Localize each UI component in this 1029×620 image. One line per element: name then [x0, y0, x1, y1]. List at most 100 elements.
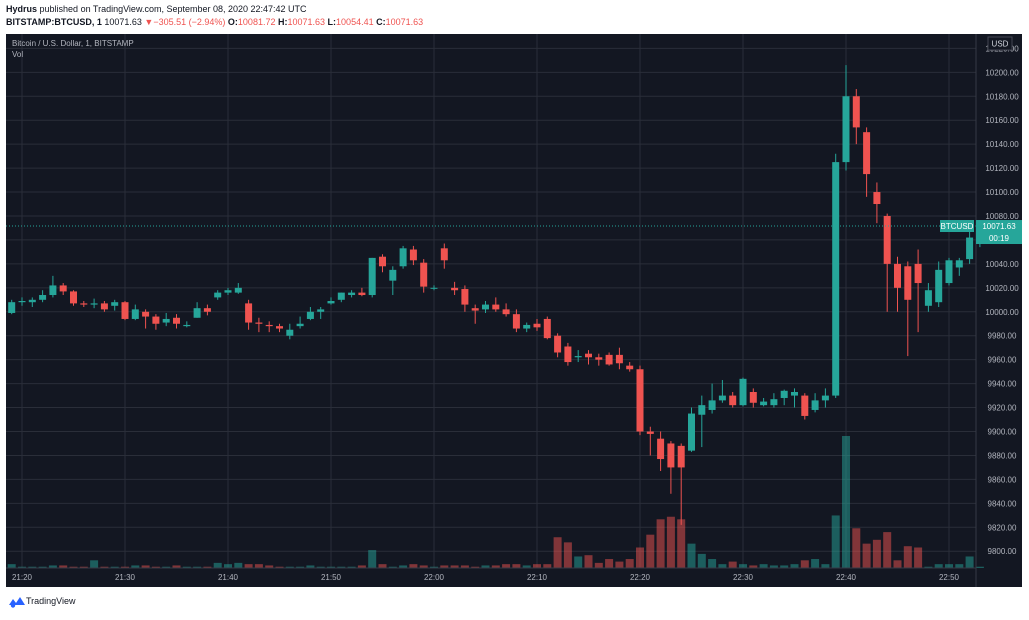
grid-lines	[6, 34, 976, 568]
candle-body	[183, 324, 191, 327]
candle-body	[100, 303, 108, 310]
time-tick-label: 22:50	[939, 573, 960, 582]
candle-body	[502, 309, 510, 315]
volume-bar	[522, 565, 531, 568]
volume-bar	[656, 519, 665, 568]
volume-bar	[594, 562, 603, 568]
volume-bar	[121, 566, 129, 568]
volume-bar	[368, 550, 377, 568]
candle-body	[873, 192, 881, 205]
candle-body	[894, 263, 901, 288]
candle-body	[193, 308, 201, 318]
low-label: L:	[327, 17, 337, 27]
candle-body	[255, 322, 263, 324]
volume-bar	[728, 561, 737, 568]
price-tick-label: 10140.00	[985, 140, 1019, 149]
volume-bar	[450, 565, 459, 568]
volume-bar	[419, 565, 428, 568]
candle-body	[811, 400, 819, 410]
candle-body	[245, 303, 253, 323]
volume-bar	[388, 566, 397, 568]
candle-body	[111, 302, 119, 306]
candle-body	[718, 395, 726, 401]
candle-body	[945, 260, 953, 284]
candle-body	[739, 378, 747, 406]
candle-body	[306, 311, 314, 319]
volume-bar	[193, 566, 202, 568]
candle-body	[585, 353, 592, 358]
candle-body	[554, 335, 562, 353]
candle-body	[327, 301, 335, 304]
volume-bar	[697, 553, 706, 568]
volume-bar	[800, 560, 809, 568]
candle-body	[276, 326, 283, 329]
last-price: 10071.63	[104, 17, 142, 27]
time-tick-label: 22:40	[836, 573, 857, 582]
candle-body	[657, 438, 665, 460]
volume-bar	[203, 566, 212, 568]
tradingview-brand[interactable]: TradingView	[26, 596, 76, 606]
tradingview-logo-icon[interactable]	[8, 595, 26, 609]
price-tick-label: 9800.00	[988, 547, 1017, 556]
volume-bar	[285, 566, 294, 568]
candle-body	[28, 299, 36, 303]
volume-bar	[502, 564, 511, 568]
volume-bar	[59, 565, 68, 568]
volume-bar	[965, 556, 974, 568]
bar-countdown: 00:19	[989, 234, 1010, 243]
volume-bar	[234, 562, 243, 568]
volume-bar	[708, 559, 717, 568]
high-value: 10071.63	[287, 17, 326, 27]
close-value: 10071.63	[385, 17, 424, 27]
volume-bar	[409, 564, 418, 568]
candle-body	[760, 401, 768, 406]
price-tag-value-box	[976, 220, 1022, 245]
candle-body	[791, 391, 798, 396]
volume-bar	[924, 566, 933, 568]
volume-bar	[430, 566, 438, 568]
volume-bar	[337, 566, 346, 568]
candle-body	[70, 291, 77, 304]
volume-bar	[378, 564, 387, 568]
volume-bar	[718, 564, 727, 568]
volume-bar	[172, 565, 181, 568]
volume-bar	[677, 519, 686, 568]
volume-bar	[347, 566, 356, 568]
candle-body	[646, 431, 654, 434]
candle-body	[121, 302, 129, 319]
volume-bar	[182, 566, 191, 568]
candles	[8, 65, 984, 525]
volume-bar	[975, 566, 984, 568]
candle-body	[924, 290, 932, 306]
volume-bar	[934, 564, 943, 568]
candle-body	[152, 316, 160, 324]
volume-bar	[18, 566, 26, 568]
volume-label: Vol	[12, 50, 23, 59]
volume-bar	[471, 566, 480, 568]
price-tick-label: 9820.00	[988, 523, 1017, 532]
close-label: C:	[376, 17, 386, 27]
chart-panel[interactable]: 9800.00 9820.00 9840.00 9860.00 9880.00 9900.…	[6, 34, 1022, 587]
candle-body	[626, 365, 634, 370]
volume-bar	[162, 566, 171, 568]
price-change: −305.51 (−2.94%)	[153, 17, 226, 27]
candlestick-chart[interactable]: 9800.00 9820.00 9840.00 9860.00 9880.00 9900.…	[6, 34, 1022, 587]
candle-body	[265, 324, 273, 327]
candle-body	[440, 248, 448, 261]
candle-body	[214, 292, 222, 298]
volume-bar	[563, 542, 572, 568]
time-tick-label: 22:30	[733, 573, 754, 582]
currency-label[interactable]: USD	[992, 40, 1009, 49]
candle-body	[667, 443, 675, 468]
volume-bar	[543, 564, 552, 568]
candle-body	[821, 395, 829, 401]
candle-body	[39, 295, 47, 300]
volume-bar	[842, 436, 850, 568]
volume-bar	[100, 566, 109, 568]
volume-bar	[224, 564, 232, 568]
candle-body	[131, 309, 139, 319]
volume-bar	[48, 565, 57, 568]
author-name[interactable]: Hydrus	[6, 4, 38, 14]
volume-bar	[357, 565, 366, 568]
volume-bar	[769, 565, 778, 568]
